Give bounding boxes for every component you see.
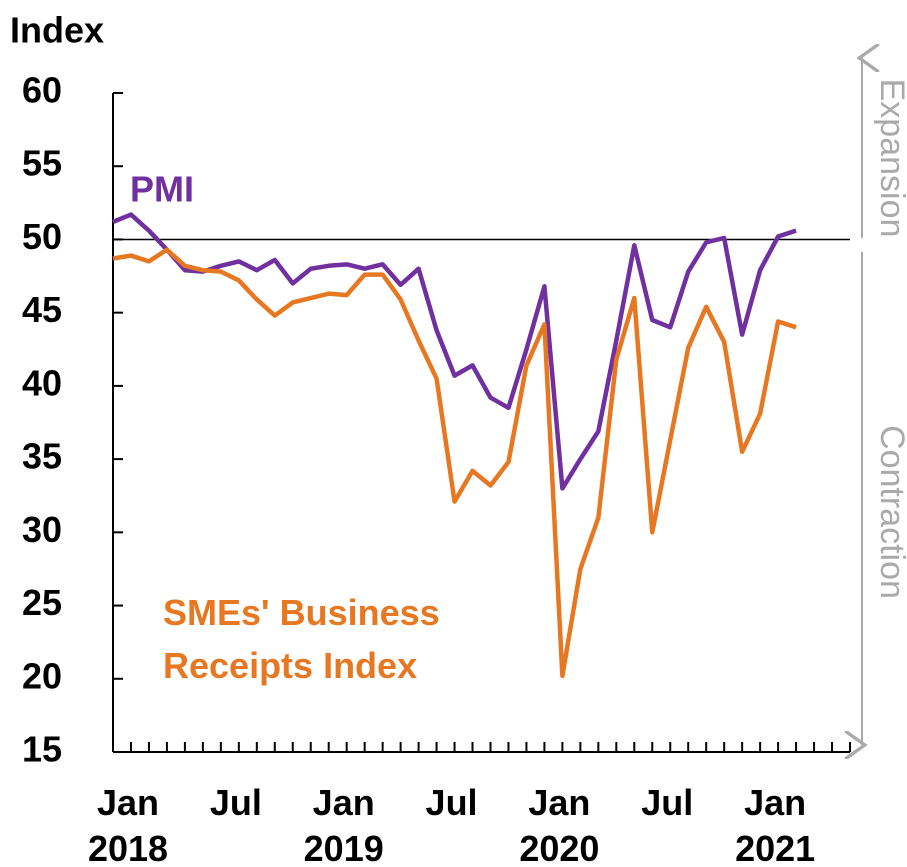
y-tick-label: 30: [22, 509, 62, 550]
y-tick-label: 20: [22, 655, 62, 696]
series-line: [112, 212, 797, 491]
x-tick-label: Jul: [426, 782, 478, 823]
x-tick-label: Jan 2019: [304, 782, 384, 867]
y-tick-label: 15: [22, 729, 62, 770]
y-tick-label: 60: [22, 70, 62, 111]
x-tick-label: Jan 2020: [519, 782, 599, 867]
y-tick-label: 35: [22, 436, 62, 477]
x-tick-label: Jan 2021: [735, 782, 815, 867]
x-tick-label: Jul: [210, 782, 262, 823]
y-tick-label: 50: [22, 216, 62, 257]
y-tick-label: 45: [22, 289, 62, 330]
y-tick-label: 25: [22, 582, 62, 623]
x-tick-label: Jan 2018: [88, 782, 168, 867]
y-axis-label: Index: [10, 10, 104, 51]
y-tick-label: 55: [22, 143, 62, 184]
expansion-label: Expansion: [873, 79, 907, 238]
contraction-label: Contraction: [873, 425, 907, 599]
y-tick-label: 40: [22, 362, 62, 403]
series-label: SMEs' Business Receipts Index: [163, 592, 440, 686]
series-line: [112, 247, 797, 679]
x-tick-label: Jul: [641, 782, 693, 823]
series-label: PMI: [130, 169, 194, 210]
